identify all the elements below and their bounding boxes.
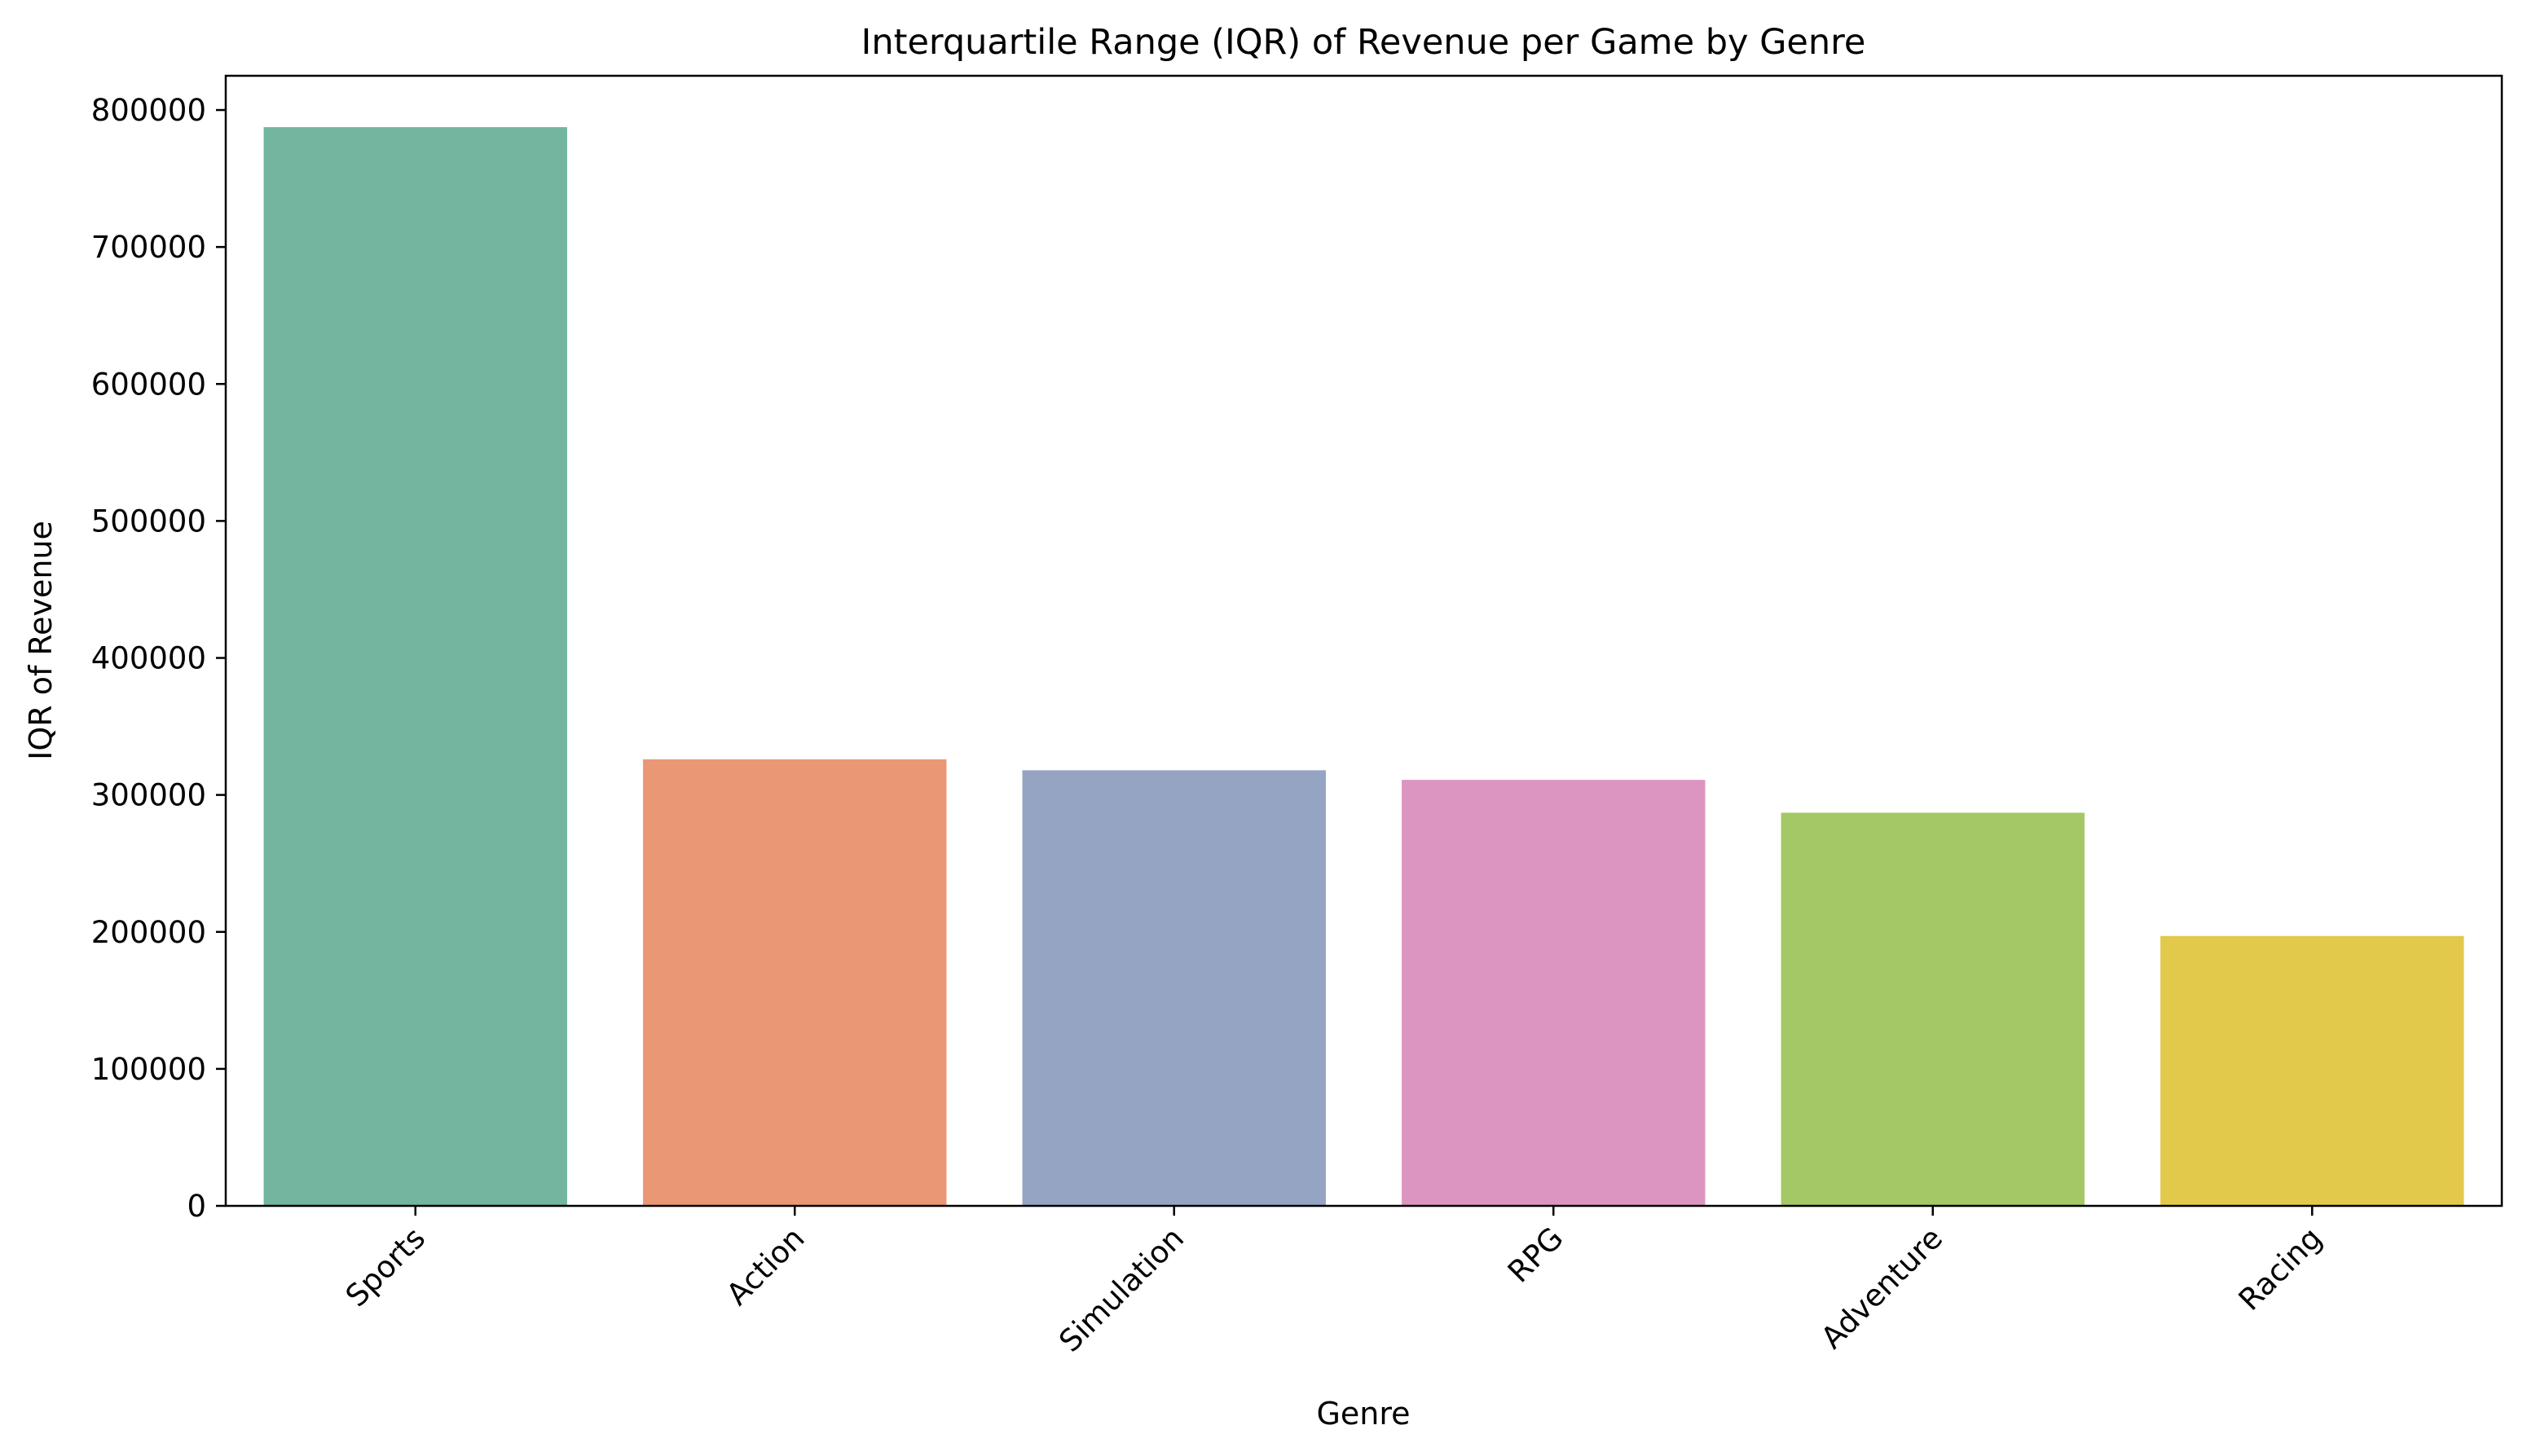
y-axis-ticks: 0 100000 200000 300000 400000 500000 600000 700… <box>91 93 226 1224</box>
y-tick-label: 600000 <box>91 367 206 402</box>
chart-title: Interquartile Range (IQR) of Revenue per… <box>861 22 1866 63</box>
bar-action <box>643 759 947 1206</box>
bar-racing <box>2160 935 2464 1206</box>
y-tick-label: 0 <box>187 1189 206 1224</box>
bars-group <box>263 127 2464 1207</box>
y-tick-label: 500000 <box>91 504 206 539</box>
y-tick-label: 100000 <box>91 1052 206 1087</box>
y-axis-label: IQR of Revenue <box>23 521 59 760</box>
bar-sports <box>263 127 567 1207</box>
bar-rpg <box>1402 780 1706 1206</box>
y-tick-label: 200000 <box>91 915 206 950</box>
y-tick-label: 700000 <box>91 230 206 265</box>
bar-adventure <box>1781 812 2085 1206</box>
y-tick-label: 400000 <box>91 641 206 676</box>
x-axis-label: Genre <box>1316 1396 1410 1432</box>
plot-area-frame <box>224 74 2503 1207</box>
y-tick-label: 300000 <box>91 778 206 813</box>
y-tick-label: 800000 <box>91 93 206 128</box>
bar-simulation <box>1022 770 1326 1206</box>
